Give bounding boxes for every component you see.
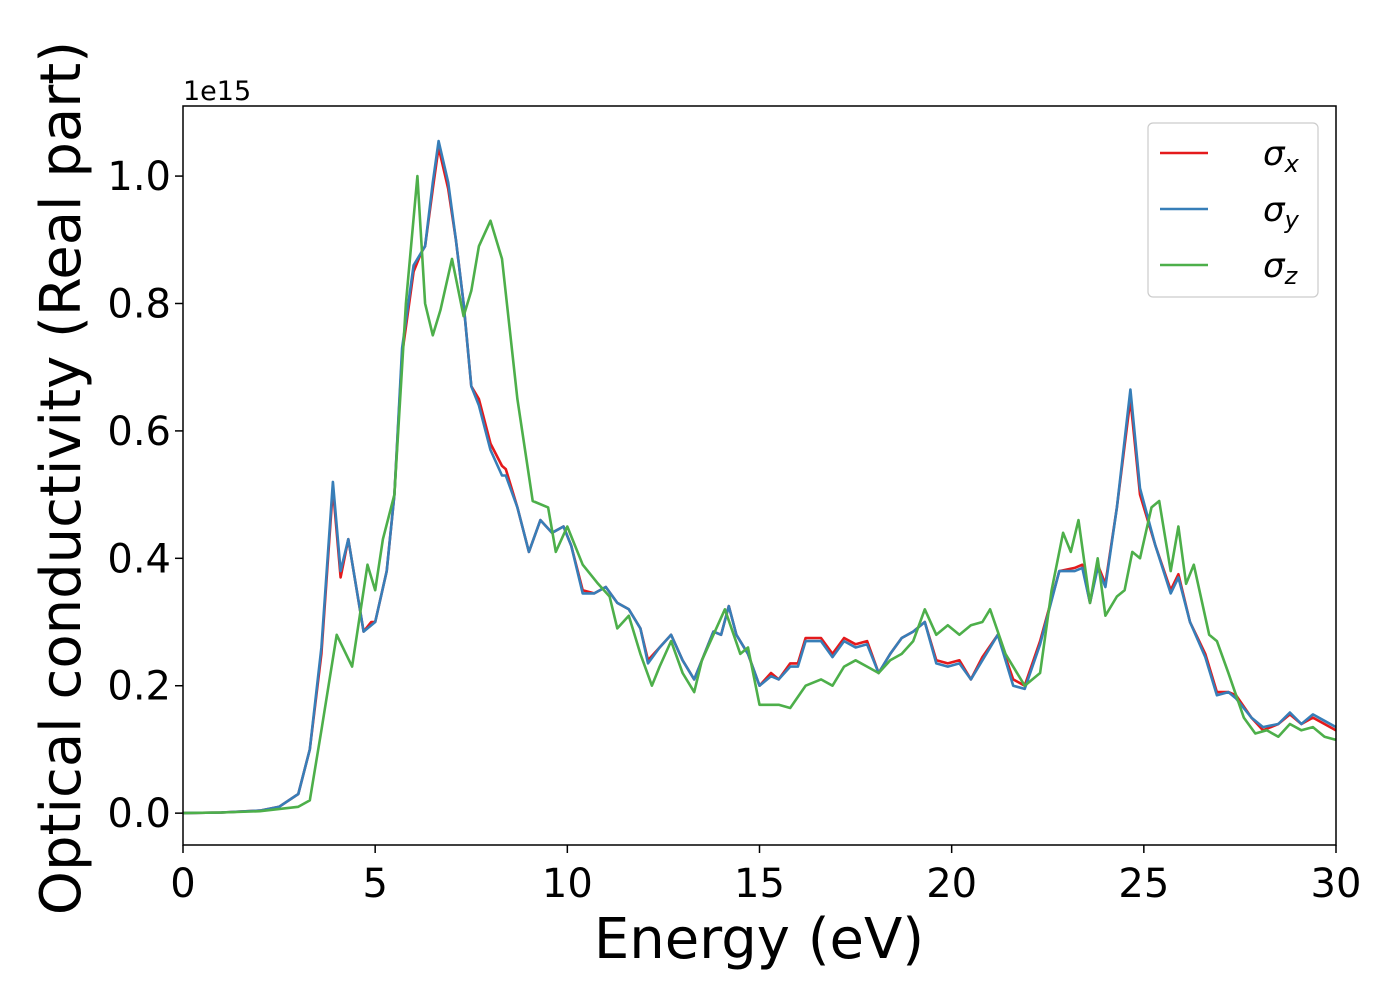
y-axis-label: Optical conductivity (Real part) xyxy=(29,41,94,915)
y-tick-label: 0.2 xyxy=(107,664,171,710)
x-tick-label: 20 xyxy=(926,861,977,907)
y-tick-label: 0.8 xyxy=(107,281,171,327)
x-tick-label: 30 xyxy=(1311,861,1362,907)
plot-frame xyxy=(182,105,1337,846)
x-tick-label: 5 xyxy=(362,861,387,907)
y-tick-label: 1.0 xyxy=(107,154,171,200)
series-line xyxy=(183,139,1336,815)
x-tick-label: 25 xyxy=(1118,861,1169,907)
y-tick-label: 0.0 xyxy=(107,791,171,837)
y-offset-label: 1e15 xyxy=(183,76,251,107)
legend-label: σx xyxy=(1263,134,1300,178)
legend-box xyxy=(1147,122,1319,298)
legend-label: σy xyxy=(1263,190,1300,234)
y-tick-label: 0.4 xyxy=(107,536,171,582)
series-line xyxy=(183,174,1336,815)
x-tick-label: 15 xyxy=(734,861,785,907)
legend-label: σz xyxy=(1263,246,1299,290)
y-tick-label: 0.6 xyxy=(107,409,171,455)
x-tick-label: 0 xyxy=(170,861,195,907)
x-axis-label: Energy (eV) xyxy=(594,907,924,972)
x-tick-label: 10 xyxy=(542,861,593,907)
